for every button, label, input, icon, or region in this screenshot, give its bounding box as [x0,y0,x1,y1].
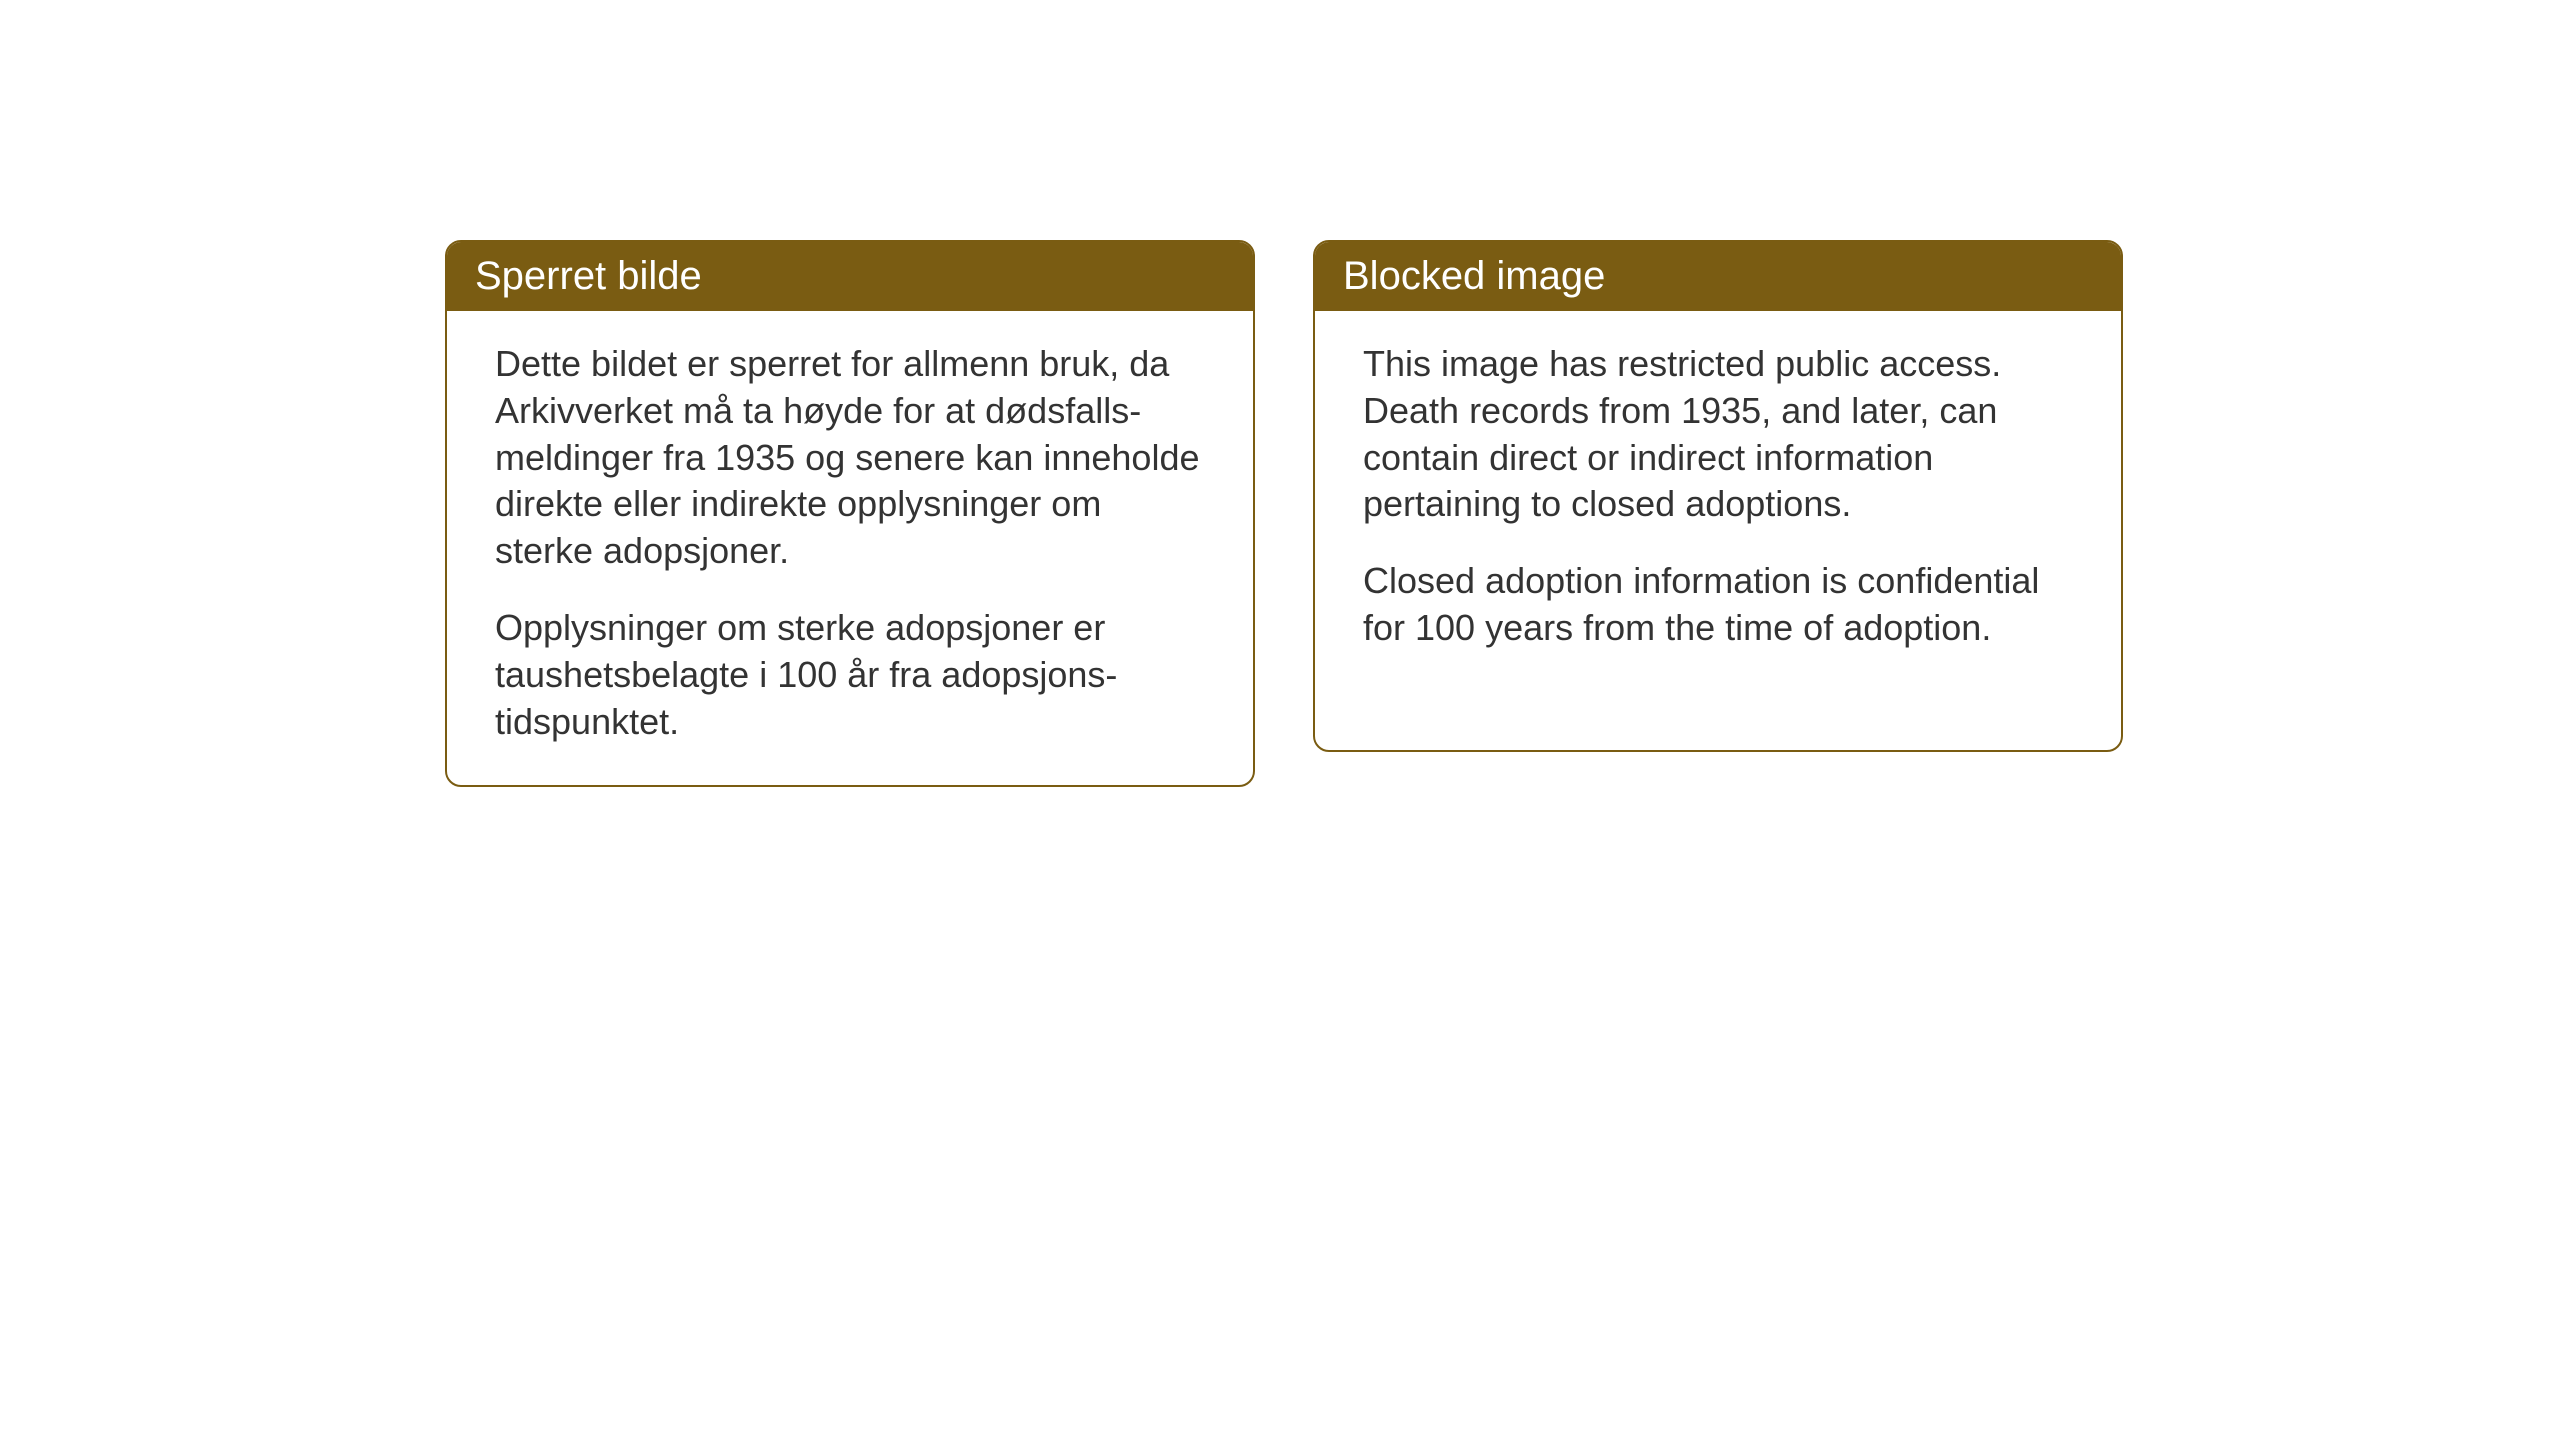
norwegian-paragraph-1: Dette bildet er sperret for allmenn bruk… [495,341,1205,575]
english-card-title: Blocked image [1315,242,2121,311]
norwegian-notice-card: Sperret bilde Dette bildet er sperret fo… [445,240,1255,787]
english-card-body: This image has restricted public access.… [1315,311,2121,692]
english-paragraph-2: Closed adoption information is confident… [1363,558,2073,652]
norwegian-card-title: Sperret bilde [447,242,1253,311]
english-paragraph-1: This image has restricted public access.… [1363,341,2073,528]
norwegian-paragraph-2: Opplysninger om sterke adopsjoner er tau… [495,605,1205,745]
norwegian-card-body: Dette bildet er sperret for allmenn bruk… [447,311,1253,785]
notice-container: Sperret bilde Dette bildet er sperret fo… [445,240,2123,787]
english-notice-card: Blocked image This image has restricted … [1313,240,2123,752]
